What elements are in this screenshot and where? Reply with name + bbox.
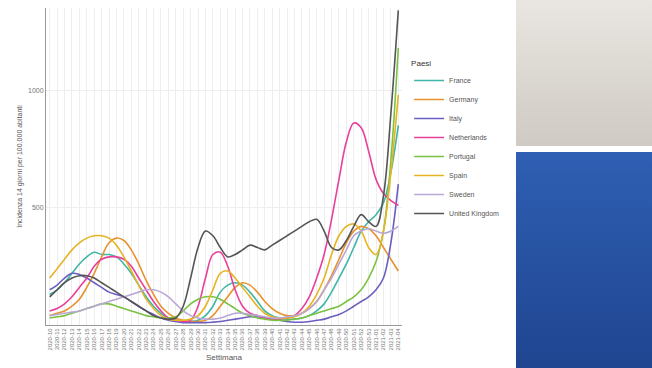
svg-text:Germany: Germany <box>449 96 478 104</box>
svg-text:2020-33: 2020-33 <box>217 328 223 351</box>
svg-text:2020-34: 2020-34 <box>225 328 231 351</box>
svg-text:Portugal: Portugal <box>449 153 476 161</box>
svg-text:2021-03: 2021-03 <box>388 328 394 351</box>
svg-text:2020-26: 2020-26 <box>165 328 171 351</box>
svg-text:2020-25: 2020-25 <box>158 328 164 351</box>
svg-text:2020-39: 2020-39 <box>262 328 268 351</box>
svg-text:1000: 1000 <box>28 87 44 94</box>
svg-text:France: France <box>449 77 471 84</box>
svg-text:2020-18: 2020-18 <box>106 328 112 351</box>
svg-text:2020-15: 2020-15 <box>84 328 90 351</box>
svg-text:2020-49: 2020-49 <box>336 328 342 351</box>
svg-text:2020-19: 2020-19 <box>113 328 119 351</box>
svg-text:Italy: Italy <box>449 115 462 123</box>
svg-text:500: 500 <box>32 204 44 211</box>
svg-text:2021-01: 2021-01 <box>373 328 379 351</box>
svg-text:2020-24: 2020-24 <box>150 328 156 351</box>
svg-text:2020-50: 2020-50 <box>343 328 349 351</box>
svg-text:2020-12: 2020-12 <box>61 328 67 351</box>
svg-text:2021-04: 2021-04 <box>395 328 401 351</box>
svg-text:Incidenza 14 giorni per 100.00: Incidenza 14 giorni per 100.000 abitanti <box>16 105 24 228</box>
svg-text:2020-44: 2020-44 <box>299 328 305 351</box>
svg-text:2020-27: 2020-27 <box>173 328 179 351</box>
svg-text:2020-13: 2020-13 <box>69 328 75 351</box>
svg-text:2020-31: 2020-31 <box>202 328 208 351</box>
svg-text:2020-48: 2020-48 <box>328 328 334 351</box>
svg-text:2020-23: 2020-23 <box>143 328 149 351</box>
svg-text:2020-36: 2020-36 <box>239 328 245 351</box>
svg-text:2020-35: 2020-35 <box>232 328 238 351</box>
svg-text:2020-32: 2020-32 <box>210 328 216 351</box>
svg-text:2020-42: 2020-42 <box>284 328 290 351</box>
svg-text:2020-40: 2020-40 <box>269 328 275 351</box>
svg-text:2020-20: 2020-20 <box>121 328 127 351</box>
svg-text:2020-37: 2020-37 <box>247 328 253 351</box>
svg-text:2020-17: 2020-17 <box>99 328 105 351</box>
svg-text:2020-11: 2020-11 <box>54 328 60 350</box>
svg-text:2020-30: 2020-30 <box>195 328 201 351</box>
svg-text:2020-53: 2020-53 <box>366 328 372 351</box>
svg-text:2020-47: 2020-47 <box>321 328 327 351</box>
svg-text:2020-10: 2020-10 <box>47 328 53 351</box>
svg-text:Netherlands: Netherlands <box>449 134 487 141</box>
svg-text:2020-29: 2020-29 <box>188 328 194 351</box>
svg-text:2020-16: 2020-16 <box>91 328 97 351</box>
svg-text:2020-46: 2020-46 <box>314 328 320 351</box>
svg-text:2020-43: 2020-43 <box>291 328 297 351</box>
svg-text:2020-22: 2020-22 <box>136 328 142 351</box>
svg-text:2020-38: 2020-38 <box>254 328 260 351</box>
svg-text:2020-52: 2020-52 <box>358 328 364 351</box>
svg-text:Paesi: Paesi <box>411 59 431 68</box>
svg-text:2020-28: 2020-28 <box>180 328 186 351</box>
svg-text:2020-21: 2020-21 <box>128 328 134 351</box>
svg-text:2020-51: 2020-51 <box>351 328 357 351</box>
svg-text:2020-45: 2020-45 <box>306 328 312 351</box>
svg-text:Sweden: Sweden <box>449 191 474 198</box>
svg-text:2020-41: 2020-41 <box>277 328 283 351</box>
svg-text:2020-14: 2020-14 <box>76 328 82 351</box>
svg-text:United Kingdom: United Kingdom <box>449 210 499 218</box>
svg-text:Settimana: Settimana <box>206 353 243 362</box>
svg-text:Spain: Spain <box>449 172 467 180</box>
svg-text:2021-02: 2021-02 <box>380 328 386 351</box>
